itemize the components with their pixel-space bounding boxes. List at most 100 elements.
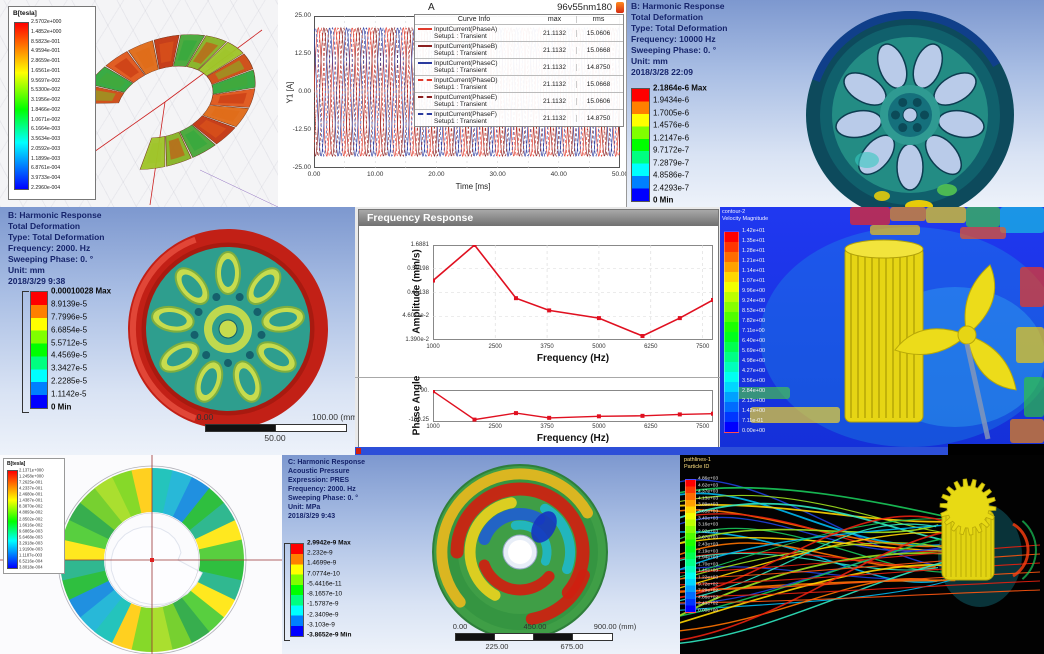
ruler-bar-light xyxy=(494,633,535,641)
colorbar-label: 0.00010028 Max xyxy=(51,286,112,296)
colorbar-label: 2.1864e-6 Max xyxy=(653,83,707,93)
colorbar-label: 4.9594e-001 xyxy=(31,48,61,55)
colorbar-label: 6.5216e-004 xyxy=(19,558,43,564)
legend-line-sample xyxy=(418,45,432,48)
legend-cell: InputCurrent(PhaseC) Setup1 : Transient xyxy=(415,59,533,75)
legend-cell: 21.1132 xyxy=(542,114,566,122)
legend-row: InputCurrent(PhaseE) Setup1 : Transient 21… xyxy=(415,92,623,109)
colorbar-label: 9.96e+00 xyxy=(742,288,766,294)
colorbar-label: -3.103e-9 xyxy=(307,621,335,629)
header-line: Sweeping Phase: 0. ° xyxy=(631,45,717,55)
ruler-tick: 50.00 xyxy=(264,433,286,443)
legend-row: InputCurrent(PhaseB) Setup1 : Transient 21… xyxy=(415,41,623,58)
chart-divider xyxy=(355,377,720,378)
colorbar-label: 1.9190e-003 xyxy=(19,546,43,552)
y-axis-tick: -12.50 xyxy=(292,126,311,133)
colorbar-label: -3.8652e-9 Min xyxy=(307,631,352,639)
phase-x-tick: 2500 xyxy=(488,424,502,430)
y-axis-tick: -25.00 xyxy=(292,164,311,171)
phase-x-tick: 7500 xyxy=(695,424,710,430)
legend-cell: InputCurrent(PhaseA) Setup1 : Transient xyxy=(415,25,533,41)
colorbar-label: 1.9434e-6 xyxy=(653,95,690,105)
colorbar-title: pathlines-1 Particle ID xyxy=(684,457,711,471)
maxwell-icon xyxy=(616,2,624,13)
header-line: Unit: mm xyxy=(631,56,668,66)
colorbar-label: 7.7996e-5 xyxy=(51,312,88,322)
colorbar-label: 4.62e+03 xyxy=(698,483,719,489)
x-axis-tick: 50.00 xyxy=(611,171,627,178)
colorbar-label: 7.0774e-10 xyxy=(307,570,340,578)
legend-header: max xyxy=(547,16,562,23)
legend-cell: 21.1132 xyxy=(542,63,566,71)
colorbar-strip xyxy=(724,231,739,433)
header-line: Type: Total Deformation xyxy=(631,23,728,33)
legend-header: rms xyxy=(576,16,620,23)
colorbar-label: 6.1664e-003 xyxy=(31,126,61,133)
header-line: Frequency: 2000. Hz xyxy=(288,486,356,493)
colorbar-label: 6.6854e-5 xyxy=(51,325,88,335)
legend-line-sample xyxy=(418,79,432,82)
x-axis-tick: 20.00 xyxy=(428,171,445,178)
legend-cell: InputCurrent(PhaseD) Setup1 : Transient xyxy=(415,76,533,92)
colorbar-label: 1.2147e-6 xyxy=(653,133,690,143)
ruler-bar-light xyxy=(275,424,347,432)
phase-x-tick: 6250 xyxy=(644,424,658,430)
header-line: B: Harmonic Response xyxy=(8,210,102,220)
amp-y-tick: 0.50198 xyxy=(407,265,429,272)
header-line: Total Deformation xyxy=(8,221,81,231)
colorbar-label: 2.232e-9 xyxy=(307,549,333,557)
colorbar-label: 9.6865e-003 xyxy=(19,528,43,534)
colorbar-label: -5.4416e-11 xyxy=(307,580,342,588)
phase-chart xyxy=(433,390,713,422)
phase-y-tick: 90. xyxy=(420,388,429,395)
colorbar-label: 1.4852e+000 xyxy=(31,28,62,35)
header-line: 2018/3/29 9:38 xyxy=(8,276,66,286)
panel-bfield-polar: B[tesla] 2.1371e+000 1.2458e+000 7.2625e-0… xyxy=(0,455,282,654)
amp-y-tick: 4.6011e-2 xyxy=(402,313,429,320)
x-axis-tick: 40.00 xyxy=(550,171,567,178)
disc-model-render xyxy=(432,464,608,640)
colorbar-label: 3.2918e-003 xyxy=(19,540,43,546)
colorbar-label: 2.4680e-001 xyxy=(19,491,43,497)
colorbar-bracket xyxy=(22,291,29,413)
legend-cell: 21.1132 xyxy=(542,80,566,88)
plot-title: A xyxy=(428,2,435,13)
colorbar-label: 2.92e+03 xyxy=(698,529,719,535)
header-line: 2018/3/28 22:09 xyxy=(631,67,693,77)
window-titlebar[interactable]: Frequency Response xyxy=(359,210,718,226)
colorbar-label: 5.5712e-5 xyxy=(51,338,88,348)
legend-row: InputCurrent(PhaseD) Setup1 : Transient 21… xyxy=(415,75,623,92)
colorbar-label: 2.8502e-002 xyxy=(19,516,43,521)
colorbar-strip xyxy=(685,479,696,613)
colorbar-label: 4.86e+02 xyxy=(698,595,719,601)
colorbar-label: 1.1899e-003 xyxy=(31,155,61,162)
colorbar-title: B[tesla] xyxy=(13,10,37,17)
header-line: 2018/3/29 9:43 xyxy=(288,513,336,520)
colorbar-label: 1.7005e-6 xyxy=(653,108,690,118)
colorbar-label: 2.13e+00 xyxy=(742,398,766,404)
colorbar-label: 1.6616e-002 xyxy=(19,522,43,528)
colorbar-label: 1.42e+01 xyxy=(742,228,766,234)
phase-x-tick: 5000 xyxy=(592,424,606,430)
amp-x-tick: 6250 xyxy=(644,344,658,350)
colorbar-label: 4.98e+00 xyxy=(742,358,766,364)
colorbar-label: 4.2337e-001 xyxy=(19,485,43,491)
legend-cell: 14.8750 xyxy=(576,63,620,71)
phase-x-tick: 1000 xyxy=(426,424,440,430)
colorbar-label: 0.00e+00 xyxy=(698,608,719,614)
colorbar-label: 4.37e+03 xyxy=(698,489,719,495)
colorbar-label: 2.8659e-001 xyxy=(31,58,61,65)
header-line: Expression: PRES xyxy=(288,477,350,484)
colorbar-label: 4.27e+00 xyxy=(742,368,766,374)
colorbar-label: 1.22e+03 xyxy=(698,575,719,581)
legend-row: InputCurrent(PhaseA) Setup1 : Transient 21… xyxy=(415,24,623,41)
legend-cell: InputCurrent(PhaseE) Setup1 : Transient xyxy=(415,93,533,109)
colorbar-label: 1.4387e-001 xyxy=(19,497,43,503)
curve-legend: Curve Info max rms InputCurrent(PhaseA) Setu… xyxy=(414,14,624,127)
colorbar-label: 1.94e+03 xyxy=(698,555,719,561)
colorbar-label: 1.4576e-6 xyxy=(653,120,690,130)
header-line: Sweeping Phase: 0. ° xyxy=(288,495,359,502)
amp-x-axis-label: Frequency (Hz) xyxy=(536,353,610,364)
colorbar-label: 7.11e-01 xyxy=(742,418,764,424)
